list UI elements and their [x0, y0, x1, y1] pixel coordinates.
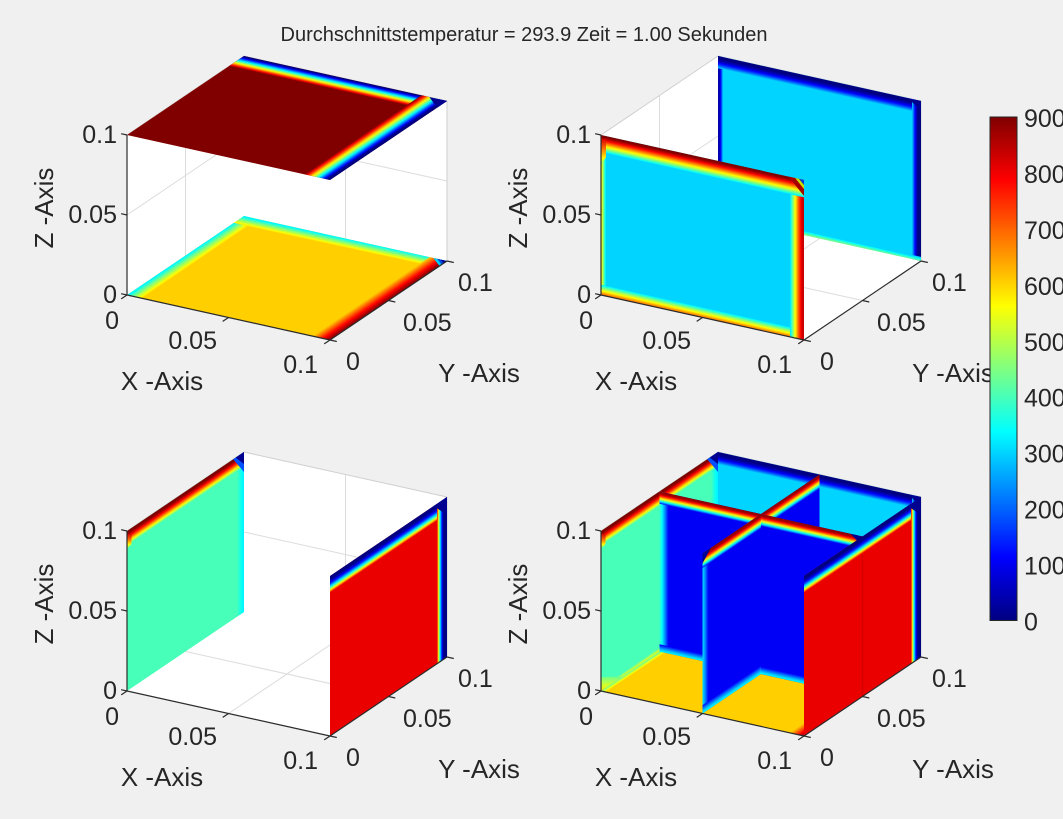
svg-text:400: 400	[1024, 385, 1063, 413]
svg-text:Z -Axis: Z -Axis	[29, 564, 59, 645]
svg-text:X -Axis: X -Axis	[121, 762, 203, 792]
svg-text:0: 0	[577, 677, 591, 705]
svg-text:X -Axis: X -Axis	[595, 366, 677, 396]
svg-text:0.05: 0.05	[68, 597, 117, 625]
svg-text:0.05: 0.05	[403, 705, 452, 733]
svg-text:Z -Axis: Z -Axis	[503, 168, 533, 249]
svg-text:0.1: 0.1	[283, 747, 318, 775]
svg-text:0.1: 0.1	[82, 121, 117, 149]
svg-text:0: 0	[579, 307, 593, 335]
svg-text:0: 0	[103, 677, 117, 705]
svg-text:0.1: 0.1	[932, 269, 967, 297]
svg-text:X -Axis: X -Axis	[595, 762, 677, 792]
svg-text:0.1: 0.1	[82, 517, 117, 545]
svg-text:Z -Axis: Z -Axis	[503, 564, 533, 645]
svg-text:Y -Axis: Y -Axis	[438, 358, 520, 388]
svg-text:0: 0	[820, 348, 834, 376]
svg-text:0: 0	[577, 281, 591, 309]
svg-text:200: 200	[1024, 497, 1063, 525]
svg-text:0.1: 0.1	[556, 121, 591, 149]
svg-text:0.05: 0.05	[168, 327, 217, 355]
svg-text:0: 0	[105, 703, 119, 731]
svg-text:0.05: 0.05	[403, 309, 452, 337]
svg-text:0: 0	[346, 744, 360, 772]
svg-text:0.1: 0.1	[458, 269, 493, 297]
svg-text:0.05: 0.05	[542, 597, 591, 625]
svg-text:Durchschnittstemperatur = 293.: Durchschnittstemperatur = 293.9 Zeit = 1…	[281, 24, 768, 46]
svg-text:Z -Axis: Z -Axis	[29, 168, 59, 249]
svg-text:0: 0	[103, 281, 117, 309]
svg-text:0.05: 0.05	[68, 201, 117, 229]
svg-text:0: 0	[820, 744, 834, 772]
svg-text:0.1: 0.1	[458, 665, 493, 693]
svg-text:600: 600	[1024, 273, 1063, 301]
svg-text:0.05: 0.05	[877, 705, 926, 733]
svg-text:0.05: 0.05	[542, 201, 591, 229]
svg-text:300: 300	[1024, 441, 1063, 469]
svg-text:X -Axis: X -Axis	[121, 366, 203, 396]
svg-text:0.05: 0.05	[168, 723, 217, 751]
svg-text:0: 0	[346, 348, 360, 376]
svg-text:100: 100	[1024, 553, 1063, 581]
svg-text:900: 900	[1024, 105, 1063, 133]
svg-text:0: 0	[579, 703, 593, 731]
svg-text:700: 700	[1024, 217, 1063, 245]
svg-text:0.1: 0.1	[283, 351, 318, 379]
svg-text:0.05: 0.05	[642, 723, 691, 751]
svg-text:0: 0	[105, 307, 119, 335]
svg-text:Y -Axis: Y -Axis	[912, 754, 994, 784]
svg-text:500: 500	[1024, 329, 1063, 357]
svg-text:Y -Axis: Y -Axis	[912, 358, 994, 388]
svg-text:0.1: 0.1	[556, 517, 591, 545]
svg-text:Y -Axis: Y -Axis	[438, 754, 520, 784]
svg-text:0.1: 0.1	[757, 747, 792, 775]
svg-text:0: 0	[1024, 609, 1038, 637]
svg-text:0.1: 0.1	[932, 665, 967, 693]
svg-text:0.05: 0.05	[877, 309, 926, 337]
svg-text:0.1: 0.1	[757, 351, 792, 379]
svg-text:800: 800	[1024, 161, 1063, 189]
svg-text:0.05: 0.05	[642, 327, 691, 355]
